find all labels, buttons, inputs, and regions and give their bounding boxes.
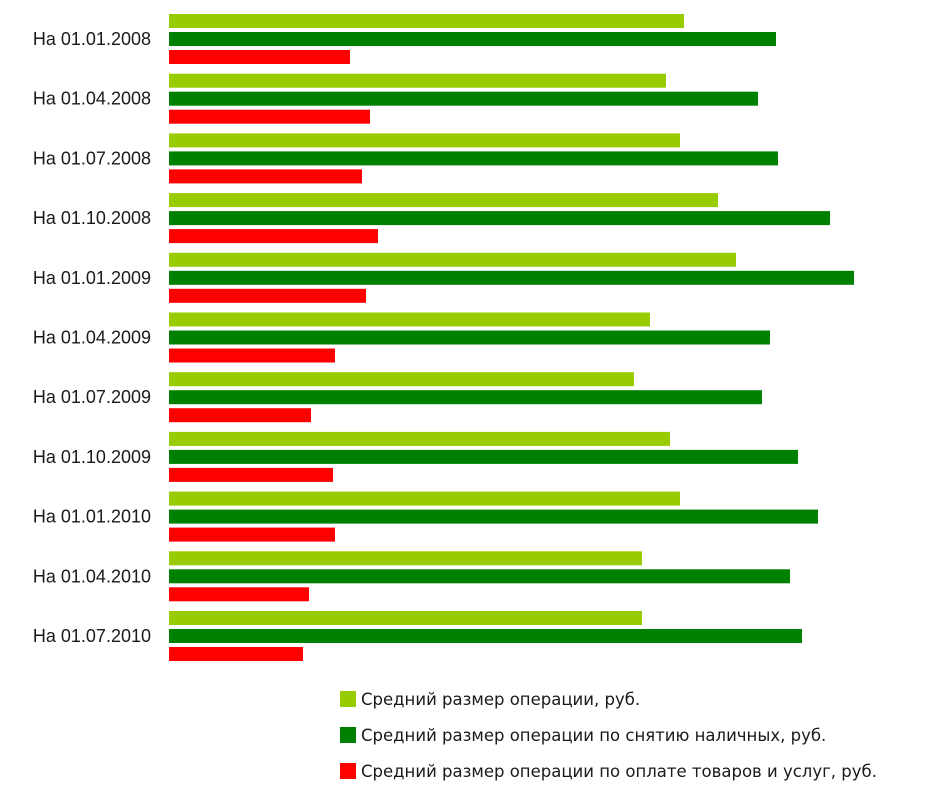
category-label: На 01.01.2008 [33, 29, 151, 49]
bar-series-2 [169, 91, 758, 106]
bar-series-3 [169, 109, 370, 124]
category-label: На 01.10.2008 [33, 208, 151, 228]
legend-label: Средний размер операции, руб. [361, 690, 640, 709]
category-label: На 01.04.2008 [33, 89, 151, 109]
bar-series-3 [169, 587, 309, 602]
bar-series-3 [169, 348, 335, 363]
bar-series-1 [169, 491, 680, 506]
bar-series-1 [169, 14, 684, 28]
category-label: На 01.01.2010 [33, 507, 151, 527]
bar-series-1 [169, 252, 736, 267]
bar-series-2 [169, 211, 830, 226]
bar-series-1 [169, 193, 718, 208]
bar-series-2 [169, 509, 818, 524]
bar-series-1 [169, 312, 650, 327]
category-label: На 01.04.2010 [33, 566, 151, 586]
bar-series-3 [169, 229, 378, 244]
legend-swatch [340, 691, 356, 707]
bar-series-3 [169, 288, 366, 303]
bar-series-1 [169, 611, 642, 625]
bar-series-1 [169, 133, 680, 148]
category-label: На 01.04.2009 [33, 328, 151, 348]
bar-series-2 [169, 569, 790, 584]
bar-series-2 [169, 330, 770, 345]
bar-series-1 [169, 73, 666, 88]
bar-series-1 [169, 551, 642, 566]
bar-series-2 [169, 629, 802, 643]
bar-series-3 [169, 467, 333, 482]
category-labels: На 01.01.2008 На 01.04.2008 На 01.07.2008 Н… [33, 29, 151, 646]
bar-series-1 [169, 431, 670, 446]
category-label: На 01.01.2009 [33, 268, 151, 288]
category-label: На 01.07.2010 [33, 626, 151, 646]
category-label: На 01.10.2009 [33, 447, 151, 467]
legend-swatch [340, 727, 356, 743]
bar-series-2 [169, 270, 854, 285]
legend-label: Средний размер операции по снятию наличн… [361, 726, 826, 745]
bar-series-3 [169, 50, 350, 64]
category-label: На 01.07.2009 [33, 387, 151, 407]
bar-series-3 [169, 527, 335, 542]
bars [169, 14, 854, 661]
bar-series-2 [169, 390, 762, 405]
bar-series-2 [169, 151, 778, 166]
bar-series-2 [169, 449, 798, 464]
legend-swatch [340, 763, 356, 779]
bar-series-2 [169, 32, 776, 46]
legend: Средний размер операции, руб. Средний раз… [340, 690, 877, 781]
bar-series-3 [169, 647, 303, 661]
legend-label: Средний размер операции по оплате товаро… [361, 762, 877, 781]
category-label: На 01.07.2008 [33, 148, 151, 168]
bar-series-3 [169, 408, 311, 423]
bar-series-1 [169, 372, 634, 387]
bar-series-3 [169, 169, 362, 184]
